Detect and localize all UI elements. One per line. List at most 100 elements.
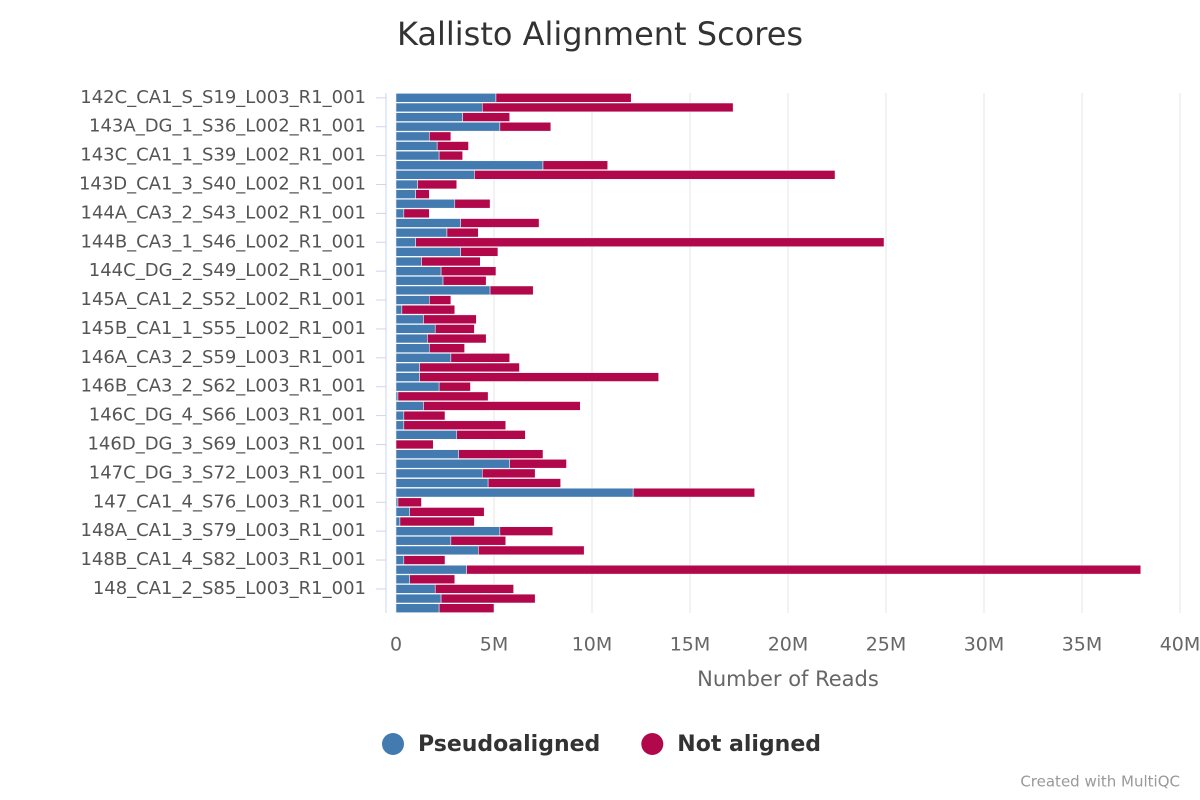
- bar-segment: [395, 526, 501, 536]
- bar-segment: [438, 382, 471, 392]
- bar-segment: [395, 353, 452, 363]
- bar-segment: [395, 516, 401, 527]
- x-tick-label: 10M: [572, 634, 613, 656]
- bar-segment: [395, 459, 510, 469]
- bar-segment: [509, 459, 567, 469]
- bar-segment: [421, 256, 481, 267]
- bar-segment: [456, 430, 526, 440]
- bar-segment: [395, 237, 416, 247]
- bar-segment: [409, 574, 456, 584]
- bar-segment: [450, 353, 510, 363]
- bar-segment: [395, 372, 420, 382]
- bar-segment: [395, 574, 410, 584]
- bar-segment: [438, 603, 495, 613]
- bar-segment: [460, 247, 499, 257]
- bar-segment: [395, 497, 399, 507]
- bar-segment: [395, 276, 444, 286]
- bar-segment: [427, 333, 487, 344]
- credit: Created with MultiQC: [1020, 773, 1180, 791]
- y-tick-label: 148A_CA1_3_S79_L003_R1_001: [81, 520, 367, 541]
- bar-segment: [460, 218, 540, 228]
- bar-segment: [395, 555, 405, 565]
- bar-segment: [395, 247, 461, 257]
- bar-segment: [499, 122, 552, 132]
- bar-segment: [399, 516, 475, 527]
- bar-segment: [395, 468, 483, 479]
- bar-segment: [481, 468, 536, 479]
- bar-segment: [440, 266, 497, 276]
- bar-segment: [395, 227, 448, 238]
- bar-segment: [395, 266, 442, 276]
- bar-segment: [395, 218, 461, 228]
- bar-segment: [395, 487, 634, 498]
- bar-segment: [458, 449, 544, 459]
- y-tick-label: 143A_DG_1_S36_L002_R1_001: [89, 116, 366, 137]
- bar-segment: [395, 150, 440, 161]
- bar-segment: [395, 507, 410, 517]
- bar-segment: [395, 536, 452, 546]
- y-tick-label: 144C_DG_2_S49_L002_R1_001: [89, 260, 366, 281]
- bar-segment: [395, 362, 420, 373]
- x-tick-label: 15M: [670, 634, 711, 656]
- bar-segment: [395, 584, 436, 594]
- bar-segment: [395, 93, 497, 103]
- bar-segment: [395, 160, 544, 170]
- bar-segment: [415, 189, 430, 199]
- x-tick-label: 5M: [480, 634, 508, 656]
- bar-segment: [434, 324, 475, 334]
- bar-segment: [395, 199, 456, 209]
- bar-segment: [395, 430, 458, 440]
- y-tick-label: 144A_CA3_2_S43_L002_R1_001: [81, 202, 367, 223]
- bar-segment: [395, 295, 430, 305]
- bar-segment: [395, 439, 434, 450]
- bar-segment: [489, 285, 534, 296]
- bar-segment: [423, 314, 477, 324]
- bar-segment: [436, 141, 469, 151]
- legend-marker: [382, 733, 404, 755]
- bar-segment: [395, 285, 491, 296]
- bar-segment: [395, 564, 467, 575]
- bar-segment: [417, 179, 458, 190]
- bar-segment: [395, 102, 483, 113]
- bar-segment: [429, 343, 465, 353]
- bar-segment: [395, 343, 430, 353]
- bar-segment: [466, 564, 1142, 575]
- bar-segment: [397, 497, 422, 507]
- bar-segment: [429, 131, 452, 142]
- bar-segment: [487, 478, 561, 488]
- bar-segment: [438, 150, 463, 161]
- bar-segment: [395, 545, 479, 556]
- bar-segment: [395, 420, 405, 430]
- bar-segment: [395, 189, 416, 199]
- bar-segment: [395, 208, 405, 219]
- y-tick-label: 143C_CA1_1_S39_L002_R1_001: [80, 145, 366, 166]
- bar-segment: [440, 593, 536, 604]
- y-tick-label: 146D_DG_3_S69_L003_R1_001: [87, 433, 366, 454]
- bar-segment: [446, 227, 479, 238]
- bar-segment: [632, 487, 755, 498]
- bar-segment: [434, 584, 514, 594]
- y-tick-label: 147C_DG_3_S72_L003_R1_001: [89, 462, 366, 483]
- bar-segment: [481, 102, 734, 113]
- bar-segment: [395, 304, 403, 315]
- bar-segment: [395, 170, 475, 180]
- y-tick-label: 142C_CA1_S_S19_L003_R1_001: [80, 87, 366, 108]
- x-tick-label: 20M: [768, 634, 809, 656]
- bar-segment: [395, 391, 399, 402]
- x-tick-label: 25M: [866, 634, 907, 656]
- bar-segment: [419, 362, 520, 373]
- bar-segment: [401, 304, 456, 315]
- bar-segment: [419, 372, 659, 382]
- y-tick-label: 144B_CA3_1_S46_L002_R1_001: [80, 231, 366, 252]
- bar-segment: [395, 410, 405, 421]
- y-tick-label: 148_CA1_2_S85_L003_R1_001: [93, 578, 366, 599]
- y-tick-label: 148B_CA1_4_S82_L003_R1_001: [80, 549, 366, 570]
- x-tick-label: 40M: [1160, 634, 1200, 656]
- bar-segment: [397, 391, 489, 402]
- bar-segment: [395, 131, 430, 142]
- bar-segment: [403, 555, 446, 565]
- bar-segment: [395, 141, 438, 151]
- bar-segment: [423, 401, 581, 411]
- x-tick-label: 0: [390, 634, 402, 656]
